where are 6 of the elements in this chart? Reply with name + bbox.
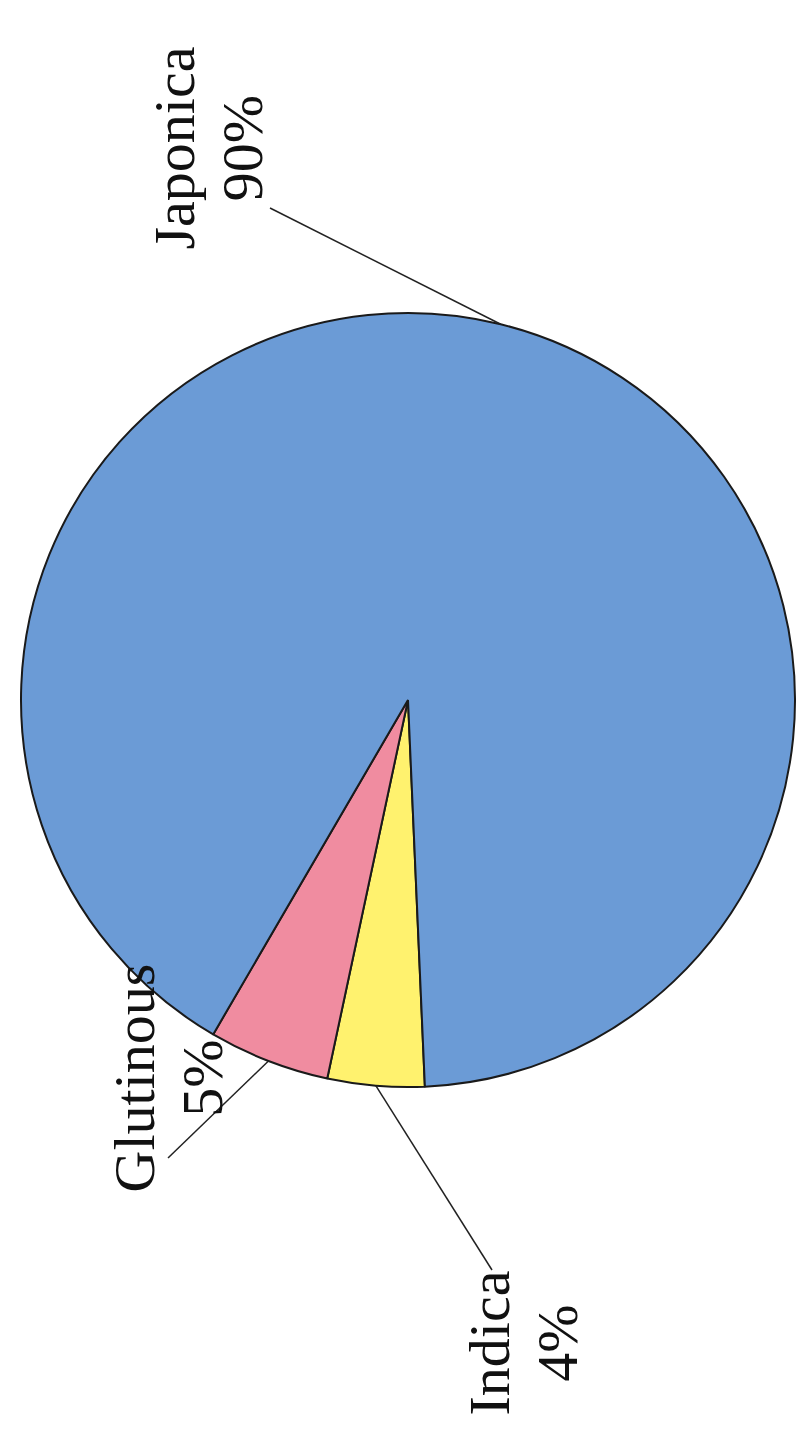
data-label: 90% [210, 94, 276, 202]
slice-label: Japonica [142, 46, 208, 250]
slice-label: Indica [457, 1270, 523, 1416]
slice-label: Glutinous [102, 963, 168, 1193]
data-label: 5% [170, 1039, 236, 1117]
data-label: 4% [525, 1304, 591, 1382]
